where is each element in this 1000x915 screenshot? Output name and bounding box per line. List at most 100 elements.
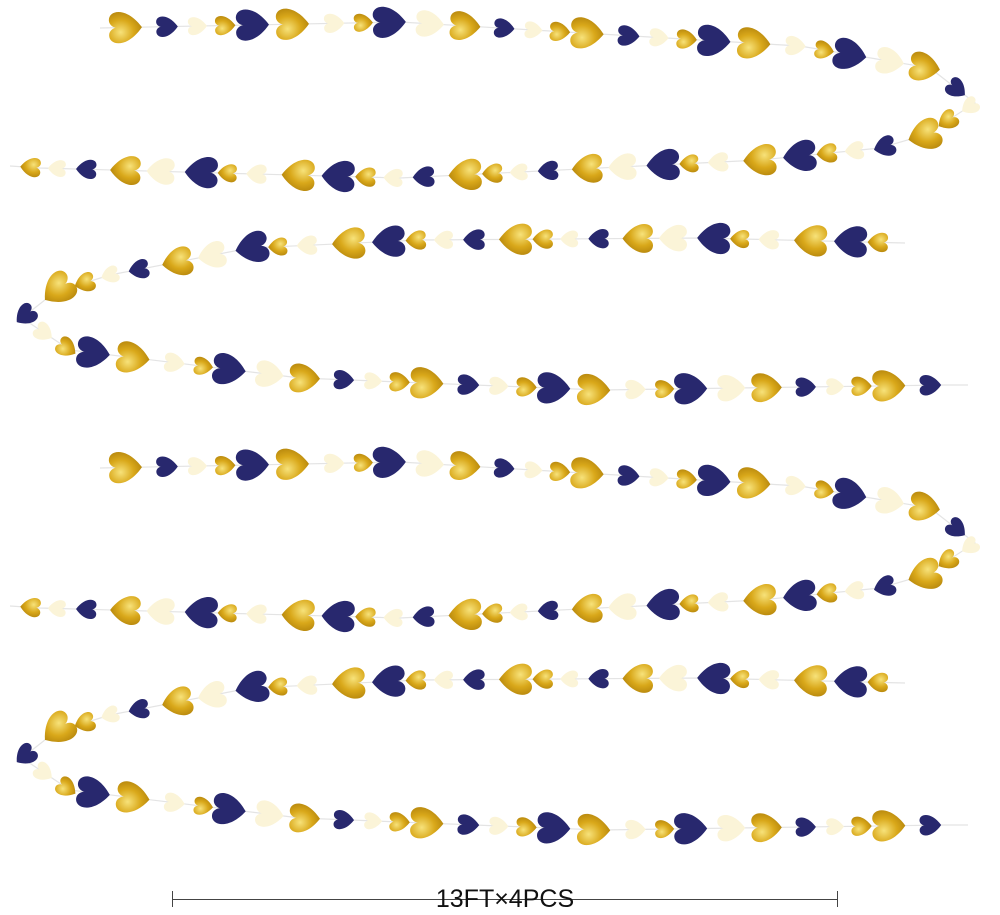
cream-heart bbox=[187, 457, 208, 476]
gold-heart bbox=[217, 604, 237, 623]
gold-heart bbox=[44, 710, 78, 742]
gold-heart bbox=[115, 341, 150, 373]
cream-heart bbox=[758, 230, 780, 250]
gold-heart bbox=[676, 29, 697, 49]
gold-heart bbox=[570, 17, 604, 49]
cream-heart bbox=[649, 468, 669, 487]
navy-heart bbox=[537, 812, 571, 844]
navy-heart bbox=[76, 599, 97, 619]
cream-heart bbox=[163, 352, 185, 372]
gold-heart bbox=[275, 448, 309, 480]
cream-heart bbox=[962, 96, 981, 114]
navy-heart bbox=[156, 456, 178, 477]
cream-heart bbox=[659, 224, 687, 252]
gold-heart bbox=[410, 807, 444, 839]
cream-heart bbox=[255, 360, 284, 387]
cream-heart bbox=[415, 450, 444, 477]
cream-heart bbox=[433, 670, 454, 689]
navy-heart bbox=[795, 817, 816, 837]
navy-heart bbox=[76, 776, 110, 808]
gold-heart bbox=[108, 452, 142, 484]
navy-heart bbox=[128, 699, 150, 719]
cream-heart bbox=[707, 592, 729, 612]
navy-heart bbox=[783, 139, 817, 171]
gold-heart bbox=[814, 40, 834, 59]
navy-heart bbox=[493, 458, 515, 478]
navy-heart bbox=[321, 160, 355, 192]
gold-heart bbox=[449, 11, 481, 40]
gold-heart bbox=[193, 796, 213, 815]
garland-strand bbox=[9, 446, 981, 632]
navy-heart bbox=[783, 579, 817, 611]
gold-heart bbox=[867, 232, 889, 253]
navy-heart bbox=[235, 9, 269, 41]
navy-heart bbox=[919, 815, 942, 836]
gold-heart bbox=[20, 158, 41, 178]
gold-heart bbox=[498, 223, 533, 255]
gold-heart bbox=[449, 451, 481, 480]
gold-heart bbox=[679, 154, 699, 173]
gold-heart bbox=[532, 669, 553, 689]
gold-heart bbox=[751, 373, 782, 403]
navy-heart bbox=[834, 226, 868, 258]
navy-heart bbox=[372, 665, 406, 697]
gold-heart bbox=[74, 712, 96, 732]
navy-heart bbox=[537, 372, 571, 404]
navy-heart bbox=[235, 449, 269, 481]
navy-heart bbox=[945, 77, 965, 97]
navy-heart bbox=[412, 166, 435, 187]
gold-heart bbox=[851, 376, 872, 396]
navy-heart bbox=[212, 353, 246, 385]
gold-heart bbox=[676, 469, 697, 489]
gold-heart bbox=[55, 336, 76, 356]
navy-heart bbox=[235, 230, 270, 262]
cream-heart bbox=[146, 598, 175, 625]
gold-heart bbox=[268, 237, 288, 256]
gold-heart bbox=[162, 686, 194, 716]
cream-heart bbox=[844, 581, 865, 600]
gold-heart bbox=[549, 21, 571, 41]
navy-heart bbox=[372, 225, 406, 257]
cream-heart bbox=[433, 230, 454, 249]
gold-heart bbox=[281, 599, 315, 631]
cream-heart bbox=[844, 141, 865, 160]
cream-heart bbox=[707, 152, 729, 172]
navy-heart bbox=[697, 24, 731, 57]
navy-heart bbox=[412, 606, 435, 627]
gold-heart bbox=[816, 143, 838, 163]
gold-heart bbox=[55, 776, 76, 796]
navy-heart bbox=[874, 135, 897, 156]
gold-heart bbox=[655, 820, 675, 839]
scale-line bbox=[172, 899, 838, 900]
navy-heart bbox=[674, 813, 708, 845]
cream-heart bbox=[560, 670, 579, 688]
cream-heart bbox=[962, 536, 981, 554]
gold-heart bbox=[74, 272, 96, 292]
gold-heart bbox=[355, 607, 376, 627]
heart-garland-illustration bbox=[9, 6, 981, 846]
navy-heart bbox=[463, 669, 485, 690]
gold-heart bbox=[867, 672, 889, 693]
gold-heart bbox=[908, 557, 943, 589]
garland-strand bbox=[16, 222, 968, 406]
navy-heart bbox=[588, 229, 609, 249]
length-scale-bar: 13FT×4PCS bbox=[172, 885, 838, 915]
cream-heart bbox=[524, 21, 543, 39]
gold-heart bbox=[908, 51, 940, 81]
navy-heart bbox=[372, 446, 406, 478]
gold-heart bbox=[389, 372, 410, 392]
gold-heart bbox=[516, 377, 537, 397]
cream-heart bbox=[32, 321, 52, 340]
cream-heart bbox=[875, 487, 904, 514]
gold-heart bbox=[516, 817, 537, 837]
cream-heart bbox=[509, 603, 528, 621]
navy-heart bbox=[76, 336, 110, 368]
gold-heart bbox=[115, 781, 150, 813]
gold-heart bbox=[410, 367, 444, 399]
navy-heart bbox=[184, 157, 218, 189]
cream-heart bbox=[187, 17, 208, 36]
cream-heart bbox=[625, 819, 646, 840]
cream-heart bbox=[146, 158, 175, 185]
cream-heart bbox=[47, 600, 66, 617]
